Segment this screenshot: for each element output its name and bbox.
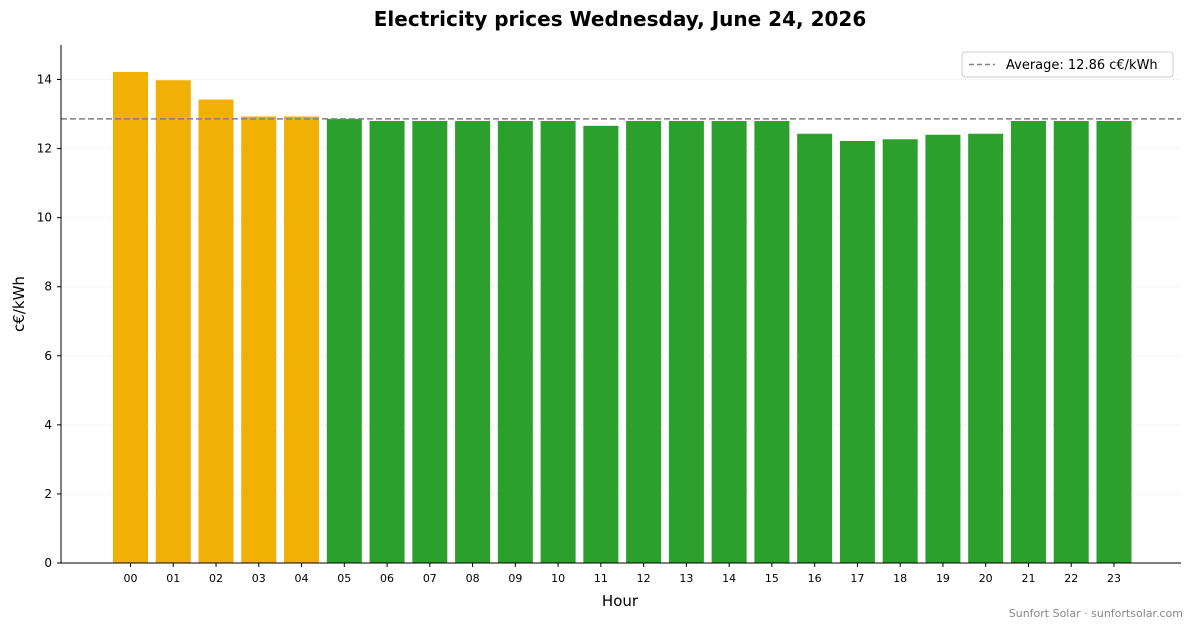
bar-hour-00: [113, 71, 148, 563]
y-tick-label: 10: [37, 211, 52, 225]
bar-hour-23: [1096, 120, 1132, 564]
x-tick-label: 15: [765, 572, 779, 585]
x-tick-label: 21: [1021, 572, 1035, 585]
bar-hour-20: [968, 133, 1004, 563]
x-tick-label: 23: [1107, 572, 1121, 585]
chart-title: Electricity prices Wednesday, June 24, 2…: [374, 7, 867, 31]
y-tick-label: 4: [44, 418, 52, 432]
y-tick-label: 6: [44, 349, 52, 363]
bar-hour-14: [711, 120, 747, 564]
bar-hour-02: [198, 99, 234, 563]
x-tick-label: 05: [337, 572, 351, 585]
x-tick-label: 07: [423, 572, 437, 585]
bar-hour-17: [839, 141, 875, 563]
x-tick-label: 04: [295, 572, 309, 585]
x-tick-label: 09: [508, 572, 522, 585]
x-tick-label: 08: [466, 572, 480, 585]
legend-box: [961, 51, 1174, 78]
bar-hour-10: [540, 120, 576, 564]
y-tick-label: 12: [37, 142, 52, 156]
bars: [113, 71, 1132, 564]
bar-hour-07: [412, 120, 448, 564]
legend: Average: 12.86 c€/kWh: [961, 51, 1174, 78]
bar-hour-16: [797, 133, 833, 563]
bar-hour-04: [284, 116, 320, 563]
axes: [60, 45, 1181, 564]
y-tick-label: 8: [44, 280, 52, 294]
x-tick-label: 17: [850, 572, 864, 585]
bar-hour-05: [326, 118, 362, 563]
x-tick-label: 19: [936, 572, 950, 585]
bar-hour-09: [497, 120, 533, 564]
bar-hour-22: [1053, 120, 1089, 564]
y-ticks: 0 2 4 6 8 10 12 14: [37, 73, 61, 570]
bar-hour-18: [882, 139, 918, 563]
legend-average-label: Average: 12.86 c€/kWh: [1006, 58, 1158, 73]
bar-hour-08: [455, 120, 491, 564]
x-tick-label: 03: [252, 572, 266, 585]
bar-hour-12: [626, 120, 662, 564]
bar-hour-21: [1010, 120, 1046, 564]
x-tick-label: 18: [893, 572, 907, 585]
y-tick-label: 2: [44, 487, 52, 501]
bar-hour-01: [155, 80, 191, 563]
bar-hour-15: [754, 120, 790, 564]
x-ticks: 00 01 02 03 04 05 06 07 08 09 10 11 12 13 14 15 16 17 18 19…: [124, 563, 1121, 585]
bar-hour-13: [668, 120, 704, 564]
x-tick-label: 16: [808, 572, 822, 585]
footer-credit: Sunfort Solar · sunfortsolar.com: [1009, 607, 1183, 620]
x-tick-label: 12: [637, 572, 651, 585]
x-tick-label: 10: [551, 572, 565, 585]
y-tick-label: 0: [44, 556, 52, 570]
x-axis-label: Hour: [602, 592, 639, 610]
bar-hour-19: [925, 134, 961, 563]
bar-hour-03: [241, 116, 277, 563]
x-tick-label: 14: [722, 572, 736, 585]
x-tick-label: 01: [166, 572, 180, 585]
bar-hour-11: [583, 125, 619, 564]
x-tick-label: 20: [979, 572, 993, 585]
x-tick-label: 13: [679, 572, 693, 585]
y-axis-label: c€/kWh: [10, 276, 28, 332]
x-tick-label: 06: [380, 572, 394, 585]
y-tick-label: 14: [37, 73, 52, 87]
bar-hour-06: [369, 120, 405, 564]
x-tick-label: 00: [124, 572, 138, 585]
x-tick-label: 22: [1064, 572, 1078, 585]
gridlines: [61, 79, 1181, 495]
x-tick-label: 02: [209, 572, 223, 585]
x-tick-label: 11: [594, 572, 608, 585]
